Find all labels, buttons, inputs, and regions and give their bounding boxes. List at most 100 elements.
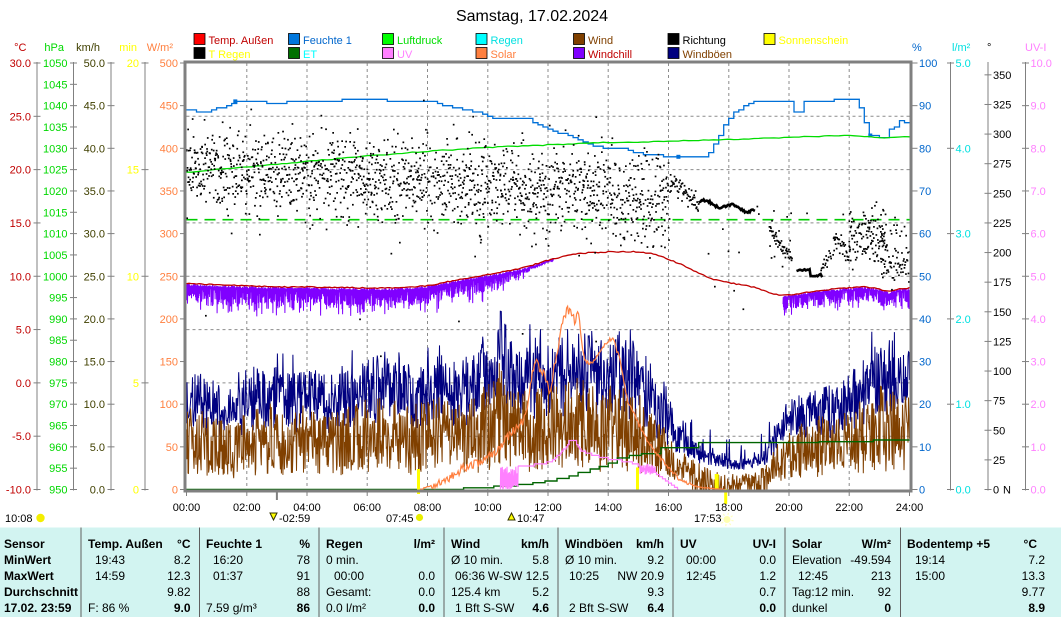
svg-text:8.0: 8.0 xyxy=(1031,143,1046,155)
svg-text:22:00: 22:00 xyxy=(835,502,863,514)
svg-text:0: 0 xyxy=(993,485,999,497)
svg-text:275: 275 xyxy=(993,159,1011,171)
svg-text:6.0: 6.0 xyxy=(1031,229,1046,241)
svg-text:W/m²: W/m² xyxy=(862,537,891,551)
svg-text:Wind: Wind xyxy=(588,35,613,47)
svg-text:00:00: 00:00 xyxy=(686,553,716,567)
svg-text:20: 20 xyxy=(127,58,139,70)
svg-text:30.0: 30.0 xyxy=(84,229,105,241)
svg-text:Durchschnitt: Durchschnitt xyxy=(4,585,78,599)
svg-text:300: 300 xyxy=(160,229,178,241)
svg-text:1025: 1025 xyxy=(43,165,67,177)
svg-text:Ø 10 min.: Ø 10 min. xyxy=(451,553,503,567)
svg-text:50: 50 xyxy=(993,425,1005,437)
svg-text:Gesamt:: Gesamt: xyxy=(326,585,371,599)
svg-text:18:00: 18:00 xyxy=(715,502,743,514)
svg-text:10: 10 xyxy=(127,271,139,283)
svg-text:985: 985 xyxy=(49,335,67,347)
svg-text:12.3: 12.3 xyxy=(167,569,191,583)
svg-text:Tag:12 min.: Tag:12 min. xyxy=(792,585,854,599)
svg-text:15:00: 15:00 xyxy=(915,569,945,583)
svg-text:17:53: 17:53 xyxy=(694,513,722,525)
svg-text:50: 50 xyxy=(919,271,931,283)
svg-text:hPa: hPa xyxy=(44,42,64,54)
svg-text:15: 15 xyxy=(127,165,139,177)
svg-text:80: 80 xyxy=(919,143,931,155)
svg-text:Windböen: Windböen xyxy=(565,537,623,551)
svg-text:Feuchte 1: Feuchte 1 xyxy=(303,35,352,47)
svg-text:1005: 1005 xyxy=(43,250,67,262)
svg-text:0.0: 0.0 xyxy=(956,485,971,497)
svg-text:°C: °C xyxy=(1024,537,1038,551)
svg-text:1.2: 1.2 xyxy=(759,569,776,583)
svg-text:30: 30 xyxy=(919,357,931,369)
svg-text:km/h: km/h xyxy=(521,537,549,551)
svg-text:10.0: 10.0 xyxy=(84,399,105,411)
svg-text:175: 175 xyxy=(993,277,1011,289)
svg-text:40.0: 40.0 xyxy=(84,143,105,155)
svg-text:980: 980 xyxy=(49,357,67,369)
svg-text:06:00: 06:00 xyxy=(353,502,381,514)
svg-text:0.0 l/m²: 0.0 l/m² xyxy=(326,601,366,615)
svg-text:-49.594: -49.594 xyxy=(850,553,891,567)
svg-text:250: 250 xyxy=(160,271,178,283)
svg-text:200: 200 xyxy=(993,248,1011,260)
svg-text:F: 86 %: F: 86 % xyxy=(88,601,130,615)
svg-text:0: 0 xyxy=(919,485,925,497)
svg-text:35.0: 35.0 xyxy=(84,186,105,198)
svg-text:UV: UV xyxy=(680,537,697,551)
svg-text:dunkel: dunkel xyxy=(792,601,827,615)
svg-text:15.0: 15.0 xyxy=(84,357,105,369)
svg-text:Temp. Außen: Temp. Außen xyxy=(88,537,163,551)
svg-text:16:20: 16:20 xyxy=(213,553,243,567)
svg-text:250: 250 xyxy=(993,188,1011,200)
svg-text:213: 213 xyxy=(871,569,891,583)
svg-text:9.82: 9.82 xyxy=(167,585,191,599)
svg-text:350: 350 xyxy=(993,70,1011,82)
svg-text:UV: UV xyxy=(397,49,413,61)
svg-text:08:00: 08:00 xyxy=(414,502,442,514)
svg-text:19:14: 19:14 xyxy=(915,553,945,567)
svg-text:15.0: 15.0 xyxy=(10,218,31,230)
svg-text:995: 995 xyxy=(49,293,67,305)
svg-text:01:37: 01:37 xyxy=(213,569,243,583)
svg-text:100: 100 xyxy=(993,366,1011,378)
svg-text:1020: 1020 xyxy=(43,186,67,198)
svg-text:14:00: 14:00 xyxy=(594,502,622,514)
svg-text:12:45: 12:45 xyxy=(686,569,716,583)
svg-text:3.0: 3.0 xyxy=(1031,357,1046,369)
svg-text:10.0: 10.0 xyxy=(1031,58,1052,70)
svg-text:88: 88 xyxy=(297,585,311,599)
svg-text:8.2: 8.2 xyxy=(174,553,191,567)
svg-text:0.0: 0.0 xyxy=(16,378,31,390)
svg-text:9.2: 9.2 xyxy=(647,553,664,567)
svg-text:5.0: 5.0 xyxy=(16,325,31,337)
svg-text:125.4 km: 125.4 km xyxy=(451,585,500,599)
svg-text:-5.0: -5.0 xyxy=(12,431,31,443)
svg-text:Regen: Regen xyxy=(326,537,363,551)
svg-text:19:43: 19:43 xyxy=(95,553,125,567)
svg-text:W-SW 12.5: W-SW 12.5 xyxy=(488,569,549,583)
svg-text:990: 990 xyxy=(49,314,67,326)
svg-text:0.0: 0.0 xyxy=(418,585,435,599)
svg-text:9.0: 9.0 xyxy=(1031,101,1046,113)
svg-text:km/h: km/h xyxy=(636,537,664,551)
svg-text:0.7: 0.7 xyxy=(759,585,776,599)
svg-text:9.77: 9.77 xyxy=(1022,585,1046,599)
svg-text:17.02. 23:59: 17.02. 23:59 xyxy=(4,601,72,615)
svg-text:20: 20 xyxy=(919,399,931,411)
svg-text:9.3: 9.3 xyxy=(647,585,664,599)
svg-text:960: 960 xyxy=(49,442,67,454)
svg-text:25.0: 25.0 xyxy=(10,111,31,123)
svg-text:5.0: 5.0 xyxy=(90,442,105,454)
svg-text:225: 225 xyxy=(993,218,1011,230)
svg-text:7.59 g/m³: 7.59 g/m³ xyxy=(206,601,257,615)
svg-text:1035: 1035 xyxy=(43,122,67,134)
svg-text:1045: 1045 xyxy=(43,79,67,91)
svg-text:02:00: 02:00 xyxy=(233,502,261,514)
svg-text:125: 125 xyxy=(993,336,1011,348)
svg-text:km/h: km/h xyxy=(76,42,100,54)
svg-text:4.6: 4.6 xyxy=(532,601,549,615)
svg-text:0: 0 xyxy=(133,485,139,497)
svg-text:1010: 1010 xyxy=(43,229,67,241)
